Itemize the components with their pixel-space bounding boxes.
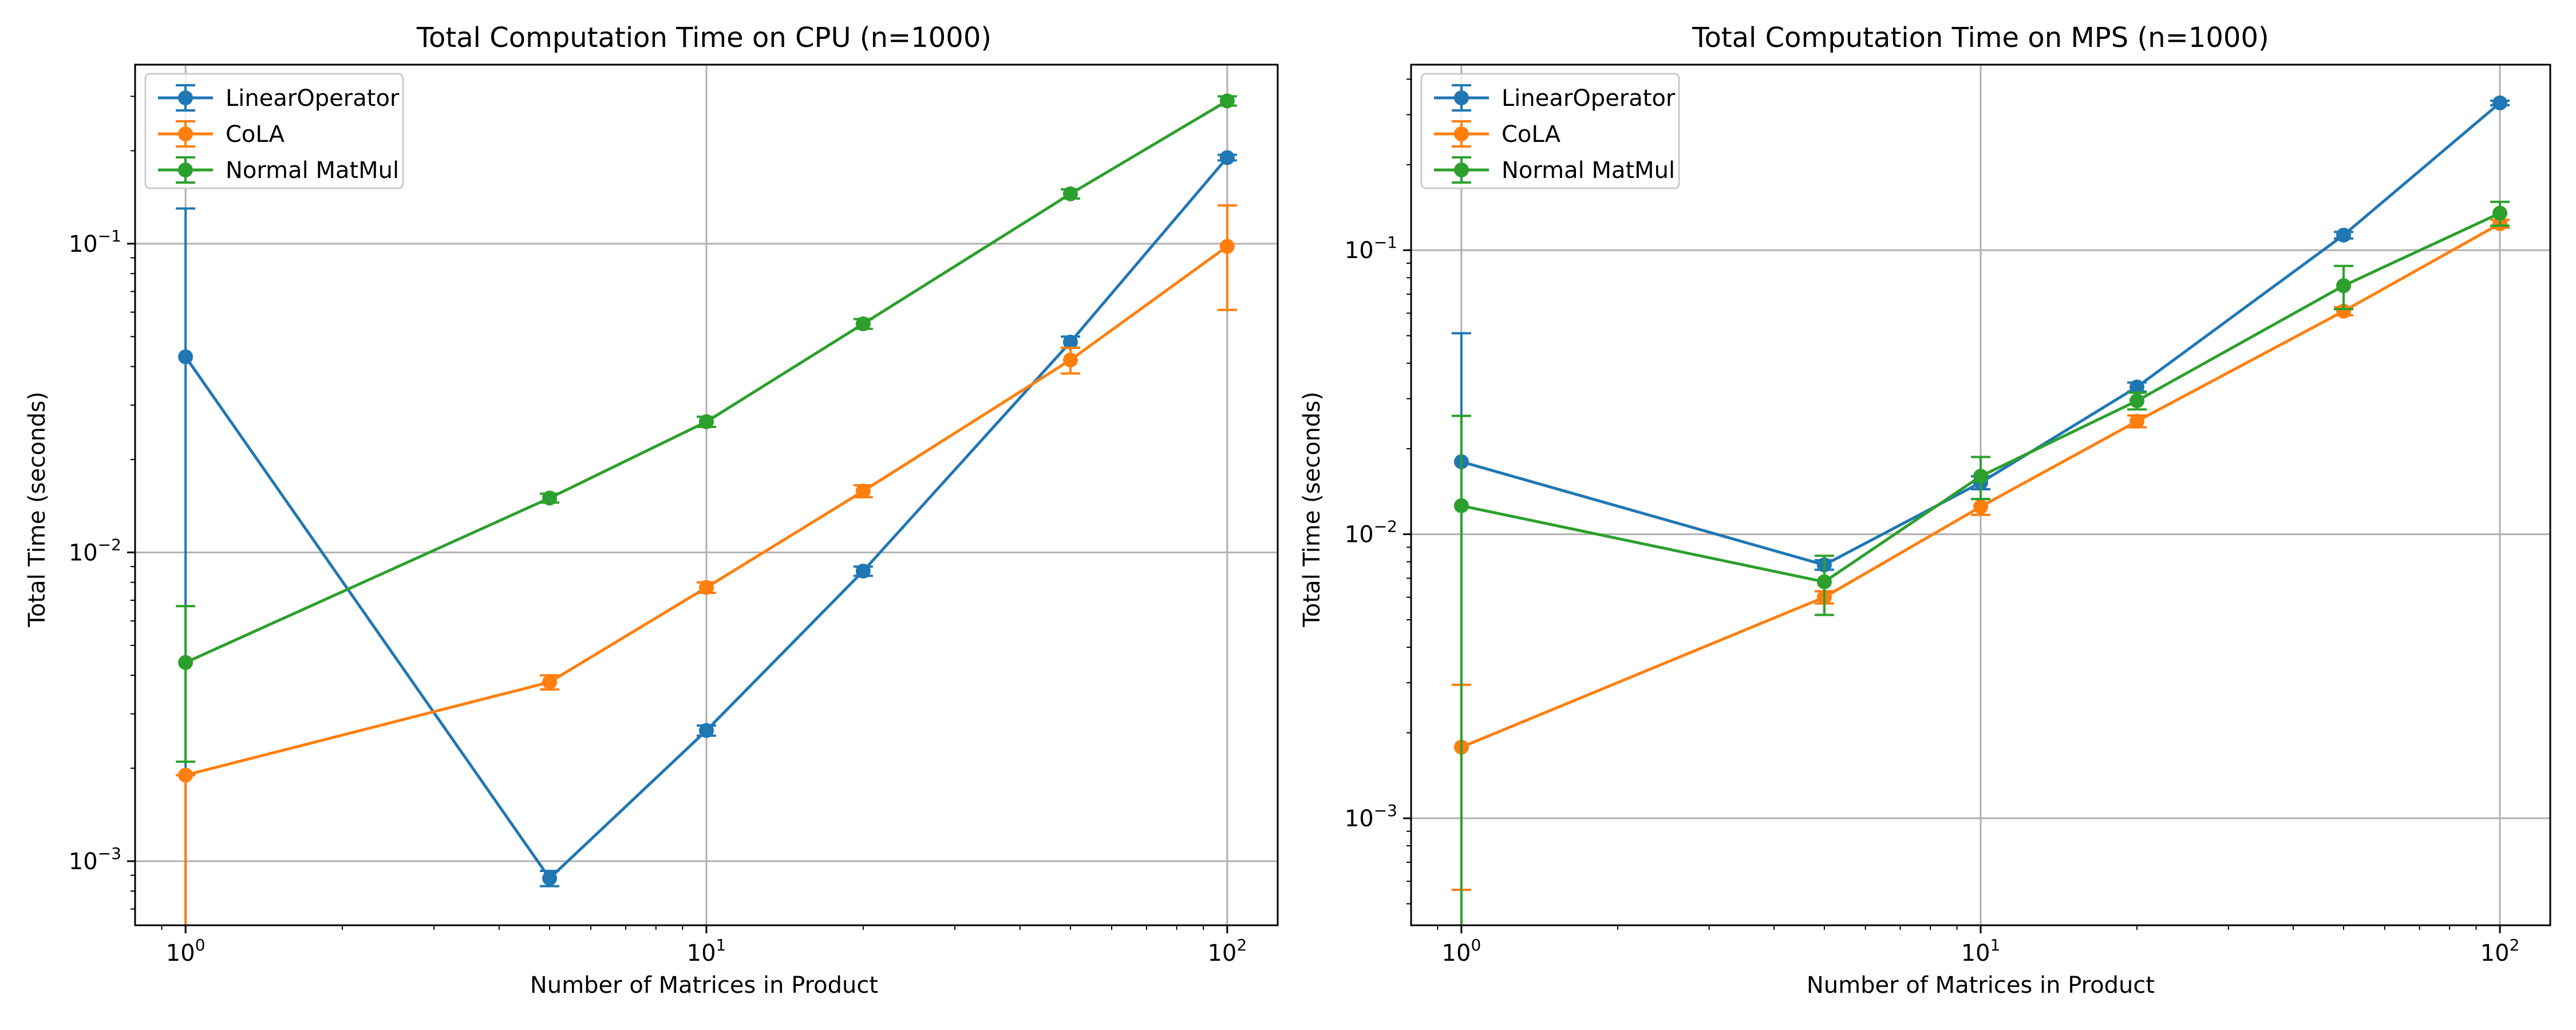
data-point — [855, 484, 871, 499]
y-tick-label: 10−3 — [69, 844, 121, 875]
legend-marker — [178, 163, 193, 177]
data-point — [178, 767, 193, 783]
chart-cpu: Total Computation Time on CPU (n=1000) N… — [24, 22, 1279, 999]
series-line — [1461, 101, 2501, 566]
axes-frame — [1410, 64, 2551, 926]
legend-box — [144, 73, 404, 189]
data-point — [699, 580, 714, 595]
series-cola — [176, 204, 1237, 925]
series-line — [185, 100, 1228, 664]
y-tick-label: 10−1 — [1345, 233, 1397, 264]
data-point — [2336, 227, 2352, 243]
chart-title: Total Computation Time on CPU (n=1000) — [416, 22, 991, 54]
legend: LinearOperator CoLA Normal MatMul — [1420, 73, 1680, 189]
data-point — [1062, 352, 1078, 368]
series-line — [1461, 212, 2501, 584]
axes-frame — [134, 64, 1279, 926]
data-point — [1219, 93, 1235, 109]
chart-title: Total Computation Time on MPS (n=1000) — [1692, 22, 2269, 54]
data-point — [699, 414, 714, 430]
legend: LinearOperator CoLA Normal MatMul — [144, 73, 404, 189]
data-point — [1062, 334, 1078, 350]
data-point — [1062, 186, 1078, 201]
plot-area — [1451, 95, 2510, 925]
x-tick-label: 100 — [166, 936, 206, 966]
y-tick-label: 10−1 — [69, 227, 121, 258]
data-point — [2492, 95, 2508, 110]
series-line — [1460, 222, 2501, 749]
data-point — [178, 349, 193, 365]
data-point — [1973, 469, 1988, 484]
series-normal-matmul — [1451, 200, 2510, 925]
x-tick-label: 100 — [1442, 936, 1481, 966]
x-axis-label: Number of Matrices in Product — [1807, 972, 2155, 999]
legend-label: Normal MatMul — [1502, 157, 1675, 184]
data-point — [542, 490, 558, 506]
data-point — [2129, 414, 2145, 429]
data-point — [2336, 303, 2352, 319]
x-tick-label: 102 — [2480, 936, 2520, 966]
data-point — [2492, 205, 2508, 221]
y-axis-label: Total Time (seconds) — [1299, 391, 1325, 627]
data-point — [855, 564, 871, 579]
x-tick-label: 102 — [1207, 936, 1247, 966]
ticks: 100 101 102 10−3 10−2 10−1 — [1345, 233, 2520, 966]
data-point — [1816, 574, 1832, 589]
series-normal-matmul — [176, 93, 1237, 763]
x-tick-label: 101 — [687, 936, 726, 966]
data-point — [1219, 150, 1235, 165]
legend-box — [1420, 73, 1680, 189]
data-point — [2129, 393, 2145, 409]
data-point — [2336, 278, 2352, 294]
data-point — [1973, 499, 1988, 514]
y-tick-label: 10−3 — [1345, 801, 1397, 832]
data-point — [1219, 239, 1235, 254]
legend-label: CoLA — [1502, 121, 1561, 148]
data-point — [699, 723, 714, 738]
data-point — [1453, 498, 1469, 513]
data-point — [855, 316, 871, 331]
legend-marker — [178, 90, 193, 105]
data-point — [542, 870, 558, 886]
series-line — [185, 245, 1228, 777]
y-tick-label: 10−2 — [1345, 517, 1397, 548]
plot-area — [176, 93, 1237, 925]
data-point — [178, 655, 193, 670]
legend-marker — [1454, 163, 1469, 177]
legend-marker — [1454, 126, 1469, 141]
x-tick-label: 101 — [1961, 936, 2001, 966]
x-axis-label: Number of Matrices in Product — [530, 972, 878, 999]
legend-label: LinearOperator — [1502, 85, 1676, 112]
y-axis-label: Total Time (seconds) — [24, 391, 50, 627]
data-point — [542, 675, 558, 690]
chart-mps: Total Computation Time on MPS (n=1000) N… — [1299, 22, 2551, 999]
legend-label: LinearOperator — [226, 85, 400, 112]
legend-label: CoLA — [226, 121, 285, 148]
data-point — [2129, 379, 2145, 395]
legend-marker — [1454, 90, 1469, 105]
y-tick-label: 10−2 — [69, 535, 121, 566]
legend-marker — [178, 126, 193, 141]
legend-label: Normal MatMul — [226, 157, 399, 184]
series-line — [184, 156, 1228, 881]
ticks: 100 101 102 10−3 10−2 10−1 — [69, 227, 1247, 966]
